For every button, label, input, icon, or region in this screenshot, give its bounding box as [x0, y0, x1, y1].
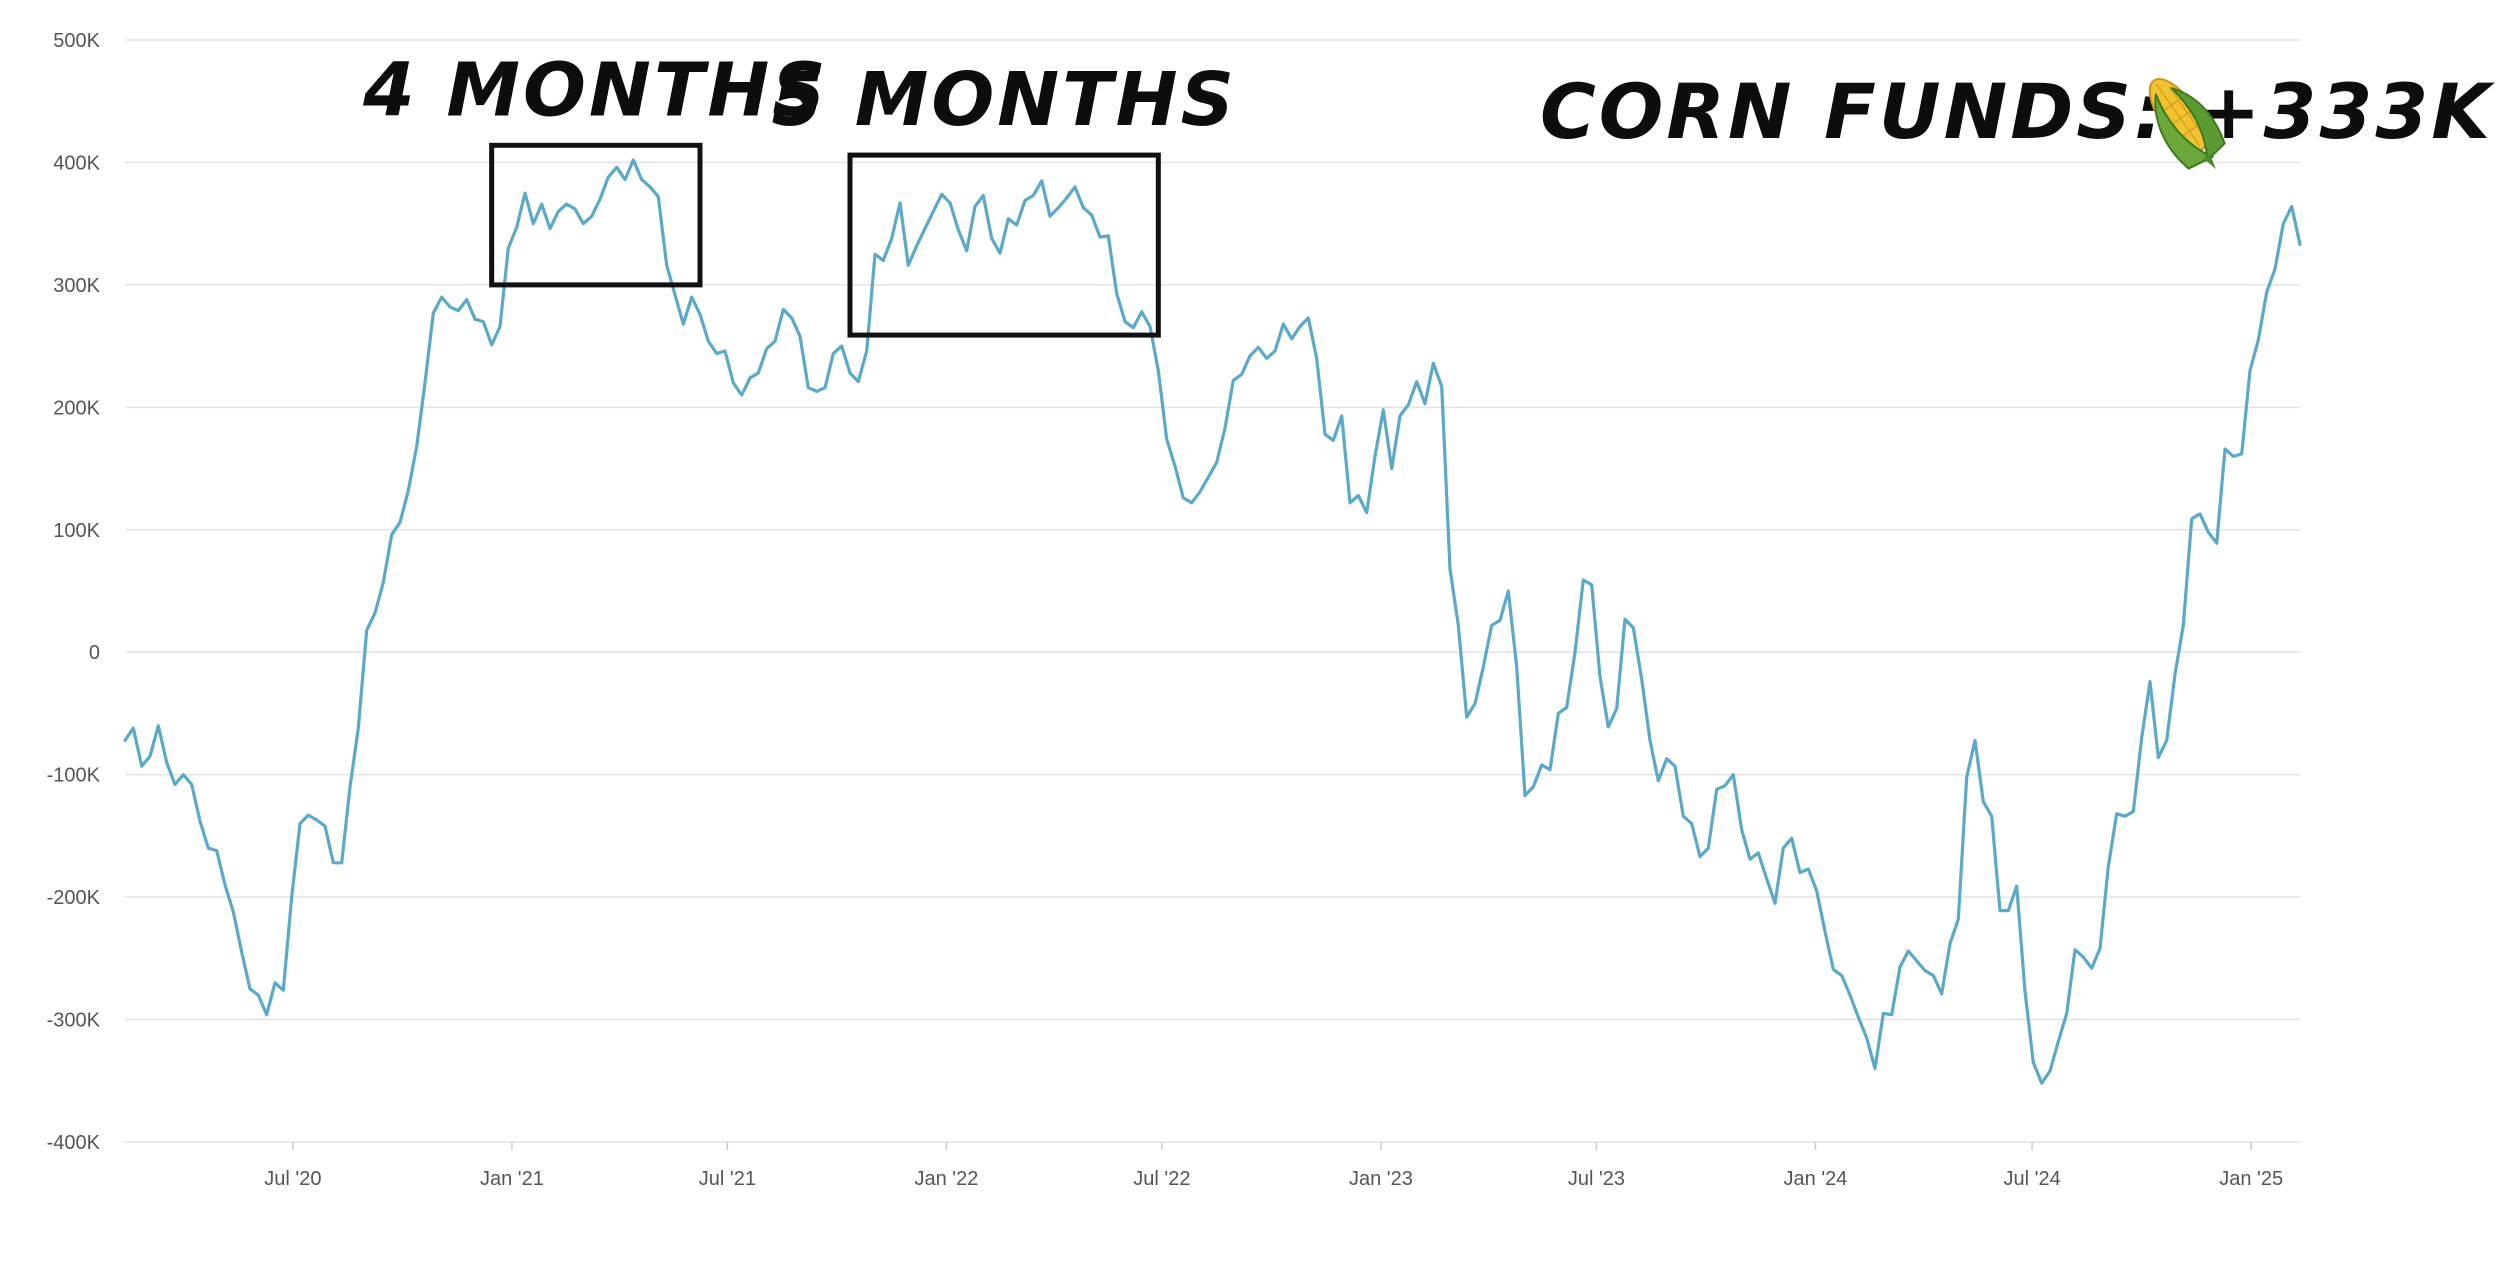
x-tick-label: Jan '21	[480, 1168, 544, 1190]
annotation-box	[847, 152, 1161, 338]
x-axis: Jul '20 Jan '21 Jul '21 Jan '22 Jul '22 Jan '…	[264, 1142, 2283, 1190]
annotation-label: 5 MONTHS	[771, 57, 1236, 143]
series-line	[123, 158, 2302, 1085]
x-tick-label: Jan '25	[2219, 1168, 2283, 1190]
y-tick-label: 300K	[53, 275, 100, 297]
chart-title-group: CORN FUNDS: +333K	[1540, 67, 2495, 170]
y-tick-label: 0	[89, 642, 100, 664]
y-tick-label: 400K	[53, 152, 100, 174]
x-tick-label: Jan '24	[1784, 1168, 1848, 1190]
x-tick-label: Jul '22	[1133, 1168, 1190, 1190]
y-tick-label: 200K	[53, 397, 100, 419]
annotation-box	[489, 142, 703, 288]
annotation-label: 4 MONTHS	[362, 47, 828, 133]
chart-title: CORN FUNDS: +333K	[1540, 67, 2495, 156]
x-tick-label: Jul '23	[1568, 1168, 1625, 1190]
y-tick-label: -300K	[47, 1010, 101, 1032]
x-tick-label: Jul '20	[264, 1168, 321, 1190]
y-tick-label: 100K	[53, 520, 100, 542]
corn-icon	[2148, 78, 2226, 170]
y-axis: 500K 400K 300K 200K 100K 0 -100K -200K -300K -400…	[47, 30, 101, 1154]
y-tick-label: -100K	[47, 765, 101, 787]
x-tick-label: Jan '22	[914, 1168, 978, 1190]
x-tick-label: Jan '23	[1349, 1168, 1413, 1190]
y-tick-label: 500K	[53, 30, 100, 52]
series-layer	[123, 158, 2302, 1085]
x-tick-label: Jul '21	[699, 1168, 756, 1190]
y-tick-label: -200K	[47, 887, 101, 909]
x-tick-label: Jul '24	[2004, 1168, 2061, 1190]
y-tick-label: -400K	[47, 1132, 101, 1154]
grid-lines	[125, 39, 2300, 1143]
